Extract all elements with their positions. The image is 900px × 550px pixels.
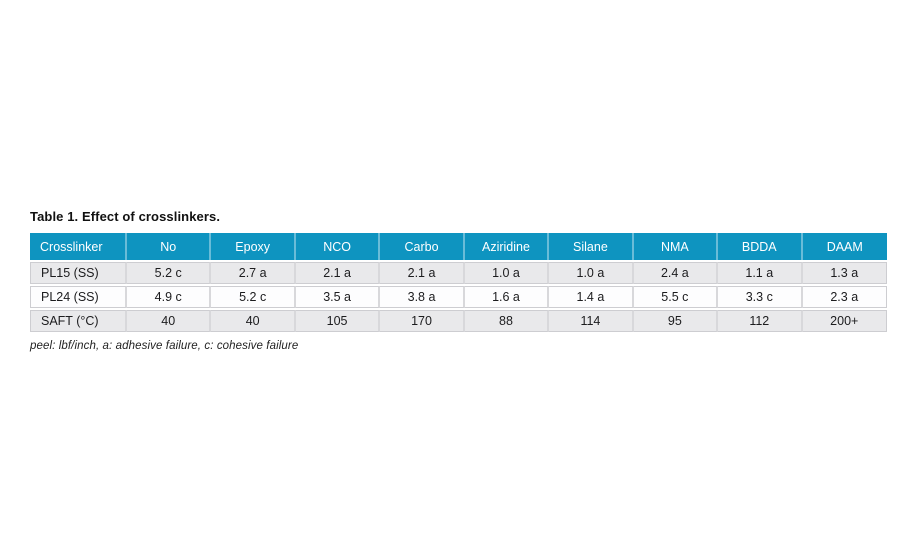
column-header: Silane	[549, 233, 634, 260]
table-cell: 3.3 c	[718, 286, 803, 308]
header-row: Crosslinker No Epoxy NCO Carbo Aziridine Silan…	[30, 233, 887, 260]
table-cell: 5.2 c	[127, 262, 212, 284]
crosslinkers-table: Crosslinker No Epoxy NCO Carbo Aziridine Silan…	[30, 231, 887, 334]
table-cell: 2.1 a	[380, 262, 465, 284]
table-row: SAFT (°C) 40 40 105 170 88 114 95 112 200+	[30, 310, 887, 332]
table-cell: 2.4 a	[633, 262, 719, 284]
table-cell: 200+	[802, 310, 887, 332]
table-footnote: peel: lbf/inch, a: adhesive failure, c: …	[30, 340, 299, 352]
table-cell: 114	[549, 310, 634, 332]
column-header: BDDA	[718, 233, 803, 260]
table-cell: 105	[295, 310, 381, 332]
table-cell: 2.7 a	[211, 262, 296, 284]
table-cell: 40	[127, 310, 212, 332]
column-header: Epoxy	[211, 233, 296, 260]
table-title: Table 1. Effect of crosslinkers.	[30, 209, 221, 224]
table-cell: 4.9 c	[127, 286, 212, 308]
table-cell: 1.1 a	[718, 262, 803, 284]
table-cell: 5.2 c	[211, 286, 296, 308]
column-header: NCO	[295, 233, 381, 260]
column-header: NMA	[633, 233, 719, 260]
column-header: DAAM	[802, 233, 887, 260]
crosslinkers-table-section: Table 1. Effect of crosslinkers. Crossli…	[30, 209, 887, 364]
table-cell: 1.3 a	[802, 262, 887, 284]
table-cell: 2.1 a	[295, 262, 381, 284]
table-cell: 170	[380, 310, 465, 332]
table-cell: 3.5 a	[295, 286, 381, 308]
table-cell: 1.0 a	[464, 262, 550, 284]
table-cell: 1.4 a	[549, 286, 634, 308]
table-cell: 40	[211, 310, 296, 332]
table-cell: 2.3 a	[802, 286, 887, 308]
row-label: PL24 (SS)	[30, 286, 127, 308]
row-label: SAFT (°C)	[30, 310, 127, 332]
table-cell: 95	[633, 310, 719, 332]
column-header: Carbo	[380, 233, 465, 260]
table-cell: 88	[464, 310, 550, 332]
column-header: Aziridine	[464, 233, 550, 260]
column-header: Crosslinker	[30, 233, 127, 260]
table-cell: 112	[718, 310, 803, 332]
table-cell: 1.6 a	[464, 286, 550, 308]
row-label: PL15 (SS)	[30, 262, 127, 284]
column-header: No	[127, 233, 212, 260]
table-cell: 3.8 a	[380, 286, 465, 308]
table-cell: 5.5 c	[633, 286, 719, 308]
table-header: Crosslinker No Epoxy NCO Carbo Aziridine Silan…	[30, 233, 887, 260]
table-cell: 1.0 a	[549, 262, 634, 284]
